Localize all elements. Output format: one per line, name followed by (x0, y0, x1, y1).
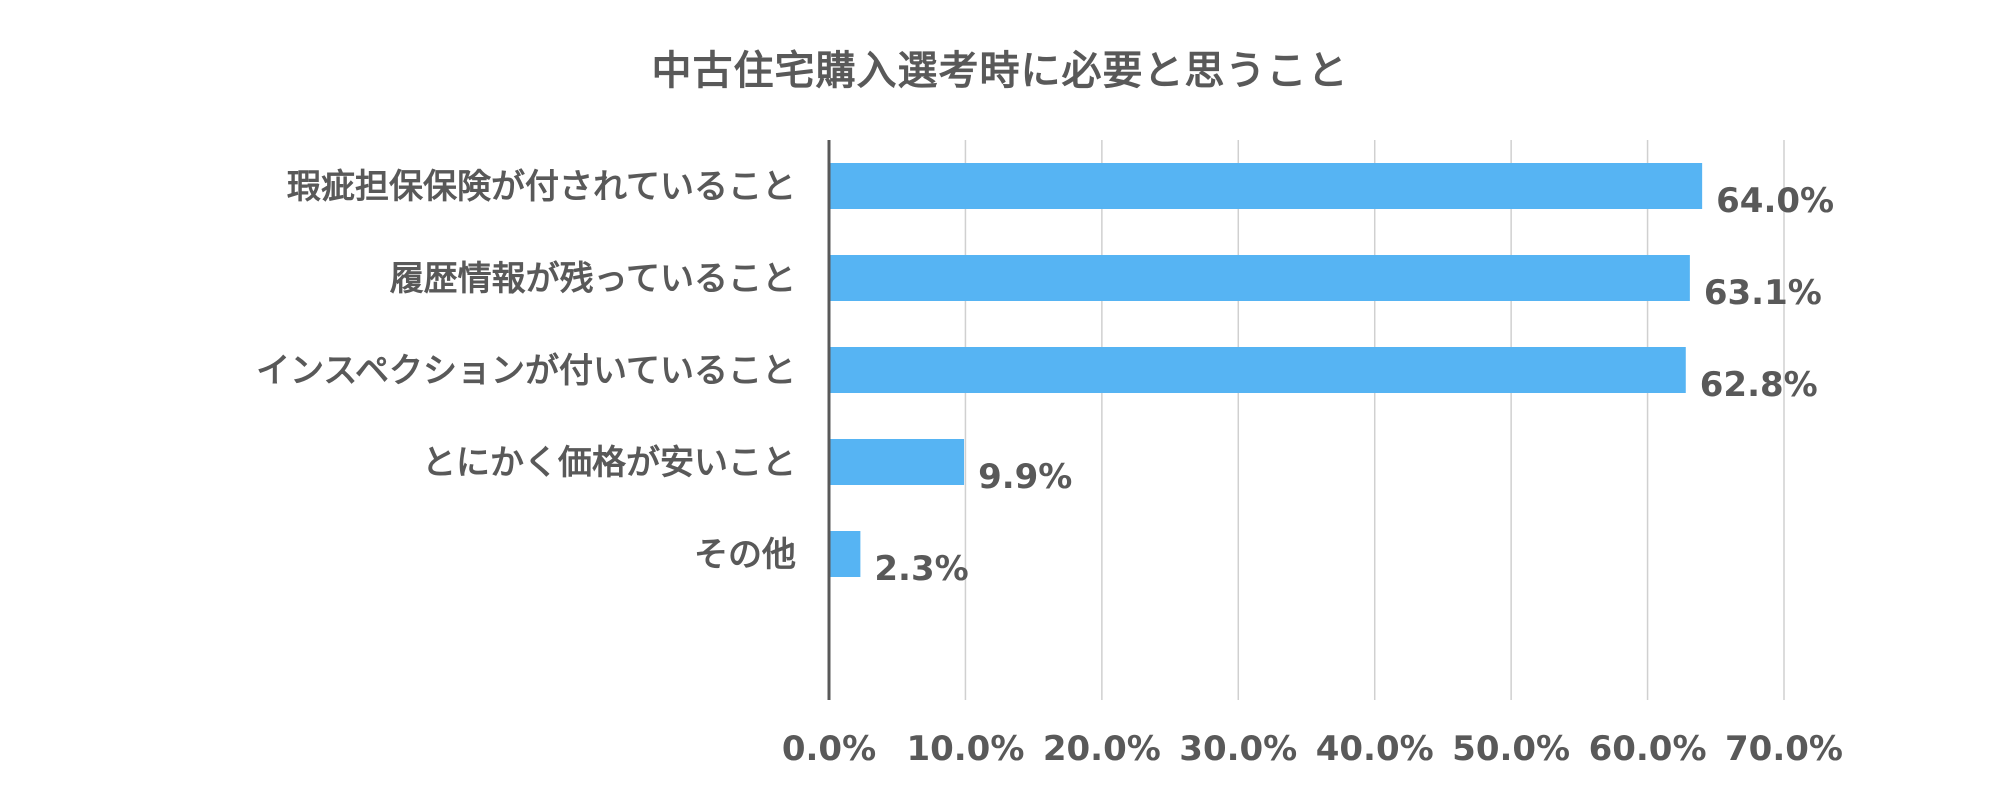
bar (829, 163, 1703, 209)
category-label: 瑕疵担保保険が付されていること (287, 167, 796, 207)
bar (829, 255, 1690, 301)
x-tick-label: 10.0% (906, 729, 1024, 769)
category-label: とにかく価格が安いこと (422, 443, 796, 483)
category-label: その他 (694, 535, 796, 575)
x-tick-label: 20.0% (1043, 729, 1161, 769)
category-label: 履歴情報が残っていること (390, 259, 796, 299)
bar (829, 347, 1686, 393)
x-tick-label: 40.0% (1316, 729, 1434, 769)
bar (829, 531, 861, 577)
x-tick-label: 70.0% (1725, 729, 1843, 769)
value-label: 9.9% (978, 457, 1072, 497)
x-tick-label: 0.0% (782, 729, 876, 769)
value-label: 64.0% (1716, 181, 1834, 221)
chart-title: 中古住宅購入選考時に必要と思うこと (651, 48, 1349, 94)
value-label: 2.3% (874, 549, 968, 589)
x-tick-label: 60.0% (1589, 729, 1707, 769)
x-tick-label: 50.0% (1452, 729, 1570, 769)
value-label: 63.1% (1704, 273, 1822, 313)
category-label: インスペクションが付いていること (256, 351, 796, 391)
x-tick-label: 30.0% (1179, 729, 1297, 769)
value-label: 62.8% (1700, 365, 1818, 405)
bar (829, 439, 965, 485)
